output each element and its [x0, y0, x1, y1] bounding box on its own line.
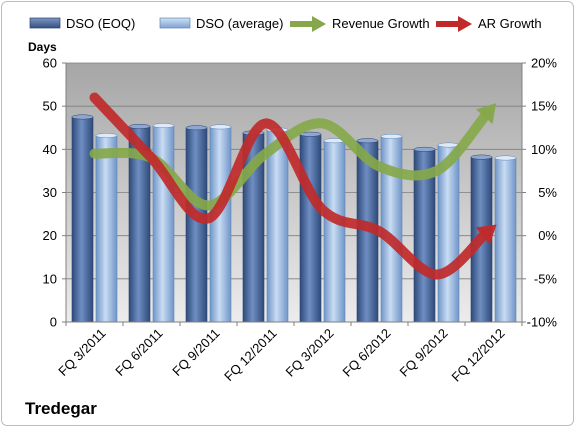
- legend: DSO (EOQ) DSO (average) Revenue Growth AR G…: [29, 16, 542, 32]
- legend-item: AR Growth: [436, 16, 542, 32]
- bar-dso-eoq: [71, 114, 94, 323]
- legend-label: Revenue Growth: [332, 16, 430, 31]
- bar-dso-average: [380, 133, 403, 323]
- legend-label: DSO (average): [196, 16, 283, 31]
- y-right-tick-label: 0%: [538, 228, 557, 243]
- x-tick-label: FQ 9/2012: [397, 326, 451, 380]
- y-right-tick-label: 10%: [531, 142, 557, 157]
- x-tick-label: FQ 3/2012: [283, 326, 337, 380]
- y-right-tick-label: -5%: [534, 271, 558, 286]
- y-right-tick-label: 20%: [531, 56, 557, 71]
- x-tick-label: FQ 12/2011: [221, 326, 279, 384]
- y-right-tick-label: -10%: [527, 315, 558, 330]
- x-tick-label: FQ 6/2011: [112, 326, 165, 379]
- y-left-tick-label: 20: [43, 228, 57, 243]
- y-left-tick-label: 0: [50, 315, 57, 330]
- y-right-tick-label: 15%: [531, 99, 557, 114]
- y-left-tick-label: 60: [43, 56, 57, 71]
- bar-dso-average: [266, 127, 289, 323]
- bar-dso-average: [494, 155, 517, 323]
- arrow-icon: [458, 16, 472, 32]
- y-left-tick-label: 50: [43, 99, 57, 114]
- arrow-head-icon: [475, 103, 497, 124]
- line-series-group: [89, 92, 497, 280]
- company-label: Tredegar: [25, 399, 97, 418]
- bar-dso-average: [152, 123, 175, 323]
- arrow-head-icon: [475, 224, 497, 245]
- x-tick-label: FQ 3/2011: [55, 326, 108, 379]
- x-tick-label: FQ 6/2012: [340, 326, 394, 380]
- x-tick-label: FQ 12/2012: [448, 326, 507, 385]
- legend-swatch: [29, 17, 61, 29]
- arrow-icon: [312, 16, 326, 32]
- legend-item: DSO (average): [159, 16, 283, 31]
- bar-dso-average: [209, 124, 232, 323]
- bar-dso-eoq: [185, 125, 208, 323]
- y-left-tick-label: 10: [43, 271, 57, 286]
- bar-dso-eoq: [299, 131, 322, 323]
- bar-dso-eoq: [413, 146, 436, 323]
- y-left-tick-label: 30: [43, 185, 57, 200]
- bar-dso-average: [95, 133, 118, 323]
- legend-swatch: [159, 17, 191, 29]
- y-right-tick-label: 5%: [538, 185, 557, 200]
- y-left-tick-label: 40: [43, 142, 57, 157]
- y-axis-left-title: Days: [28, 40, 57, 54]
- legend-item: DSO (EOQ): [29, 16, 135, 31]
- legend-label: AR Growth: [478, 16, 542, 31]
- legend-label: DSO (EOQ): [66, 16, 135, 31]
- x-tick-label: FQ 9/2011: [169, 326, 222, 379]
- legend-item: Revenue Growth: [290, 16, 430, 32]
- bar-dso-average: [323, 138, 346, 323]
- ar-growth-line: [89, 92, 497, 280]
